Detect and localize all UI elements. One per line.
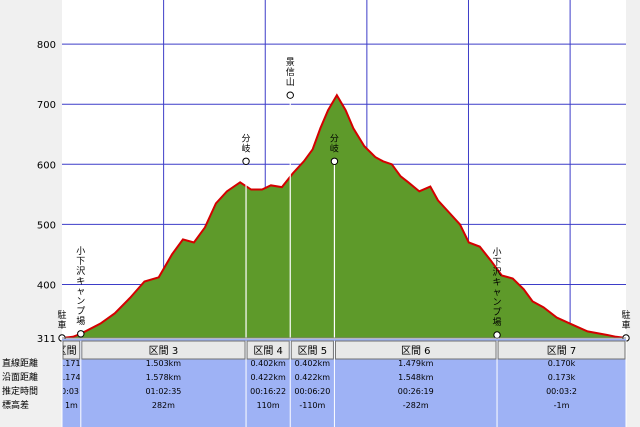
y-tick-label: 700: [37, 100, 56, 111]
waypoint-marker: [77, 330, 85, 338]
table-cell: 00:03:2: [546, 387, 577, 396]
table-cell: 1.578km: [146, 373, 182, 382]
segment-header: [81, 340, 246, 360]
table-cell: -1m: [554, 401, 570, 410]
segment-column: 区間 3 1.503km 1.578km 01:02:35 282m: [145, 345, 181, 410]
segment-column: 区間 6 1.479km 1.548km 00:26:19 -282m: [398, 345, 434, 410]
waypoint-marker: [493, 331, 501, 339]
segment-name: 区間 7: [547, 345, 577, 357]
waypoint-marker: [242, 157, 250, 166]
segment-column: 区間 7 0.170k 0.173k 00:03:2 -1m: [546, 345, 577, 410]
segment-column: 区間 5 0.402km 0.422km 00:06:20 -110m: [294, 345, 330, 410]
table-cell: 282m: [152, 401, 175, 410]
table-cell: -110m: [299, 401, 325, 410]
segment-name: 区間 5: [298, 345, 328, 357]
segment-header: [497, 340, 626, 360]
table-cell: 1.548km: [398, 373, 434, 382]
table-cell: 0.174k: [58, 373, 86, 382]
waypoint-label: 分岐: [242, 133, 251, 154]
waypoint-label: 小下沢キャンプ場: [493, 247, 502, 328]
segment-header: [246, 340, 290, 360]
waypoint-label: 駐車: [57, 309, 66, 331]
y-tick-label: 311: [37, 334, 56, 345]
segment-header: [62, 340, 81, 360]
waypoint-label: 小下沢キャンプ場: [76, 246, 85, 327]
waypoint-label: 駐車: [621, 309, 630, 331]
table-cell: 1.479km: [398, 359, 434, 368]
table-row-label: 推定時間: [2, 385, 38, 397]
table-cell: 1.503km: [146, 359, 182, 368]
table-cell: 0.402km: [295, 359, 331, 368]
segment-header: [334, 340, 497, 360]
waypoint-marker: [330, 157, 339, 166]
elevation-area: [62, 95, 626, 339]
y-tick-label: 600: [37, 160, 56, 171]
waypoint-label: 分岐: [330, 133, 339, 154]
segment-name: 区間 1: [57, 345, 87, 357]
table-row-label: 標高差: [2, 399, 29, 411]
table-cell: 1m: [65, 401, 78, 410]
segment-column: 区間 1 0.171k 0.174k 00:03:1 1m: [56, 345, 87, 410]
elevation-line: [61, 93, 627, 339]
table-cell: 0.402km: [250, 359, 286, 368]
waypoint-marker: [286, 91, 294, 99]
segment-name: 区間 3: [149, 345, 179, 357]
table-cell: 0.171k: [58, 359, 86, 368]
table-cell: -282m: [403, 401, 429, 410]
table-cell: 0.422km: [295, 373, 331, 382]
table-cell: 00:26:19: [398, 387, 434, 396]
table-cell: 0.173k: [548, 373, 576, 382]
table-row-label: 直線距離: [2, 357, 38, 369]
segment-column: 区間 4 0.402km 0.422km 00:16:22 110m: [250, 345, 286, 410]
table-cell: 00:03:1: [56, 387, 87, 396]
segment-header: [290, 340, 334, 360]
table-cell: 01:02:35: [145, 387, 181, 396]
y-tick-label: 500: [37, 220, 56, 231]
y-tick-label: 800: [37, 40, 56, 51]
table-cell: 00:06:20: [294, 387, 330, 396]
table-cell: 110m: [257, 401, 280, 410]
segment-name: 区間 4: [253, 345, 283, 357]
waypoint-label: 景信山: [286, 57, 295, 88]
table-cell: 0.422km: [250, 373, 286, 382]
table-row-label: 沿面距離: [2, 371, 38, 383]
table-cell: 0.170k: [548, 359, 576, 368]
table-cell: 00:16:22: [250, 387, 286, 396]
y-tick-label: 400: [37, 281, 56, 292]
segment-name: 区間 6: [401, 345, 431, 357]
